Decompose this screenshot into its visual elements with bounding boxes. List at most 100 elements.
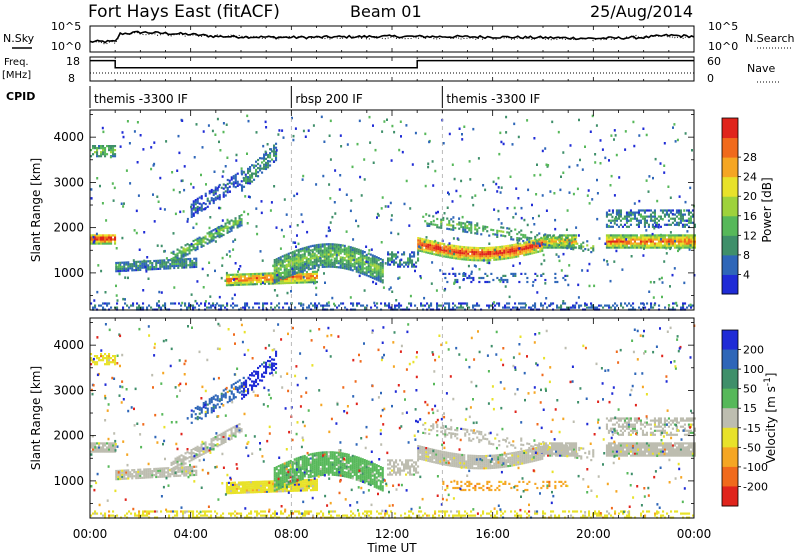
heatmap-cell: [90, 155, 93, 158]
heatmap-cell: [230, 429, 233, 432]
heatmap-cell: [216, 395, 219, 398]
heatmap-cell: [227, 492, 230, 495]
heatmap-cell: [411, 261, 413, 265]
heatmap-cell: [551, 242, 554, 245]
heatmap-cell: [328, 134, 331, 137]
heatmap-cell: [226, 189, 229, 192]
heatmap-cell: [186, 451, 189, 454]
heatmap-cell: [212, 239, 215, 242]
heatmap-cell: [511, 250, 514, 253]
heatmap-cell: [689, 244, 692, 247]
heatmap-cell: [194, 454, 197, 458]
heatmap-cell: [605, 246, 608, 249]
heatmap-cell: [253, 489, 256, 492]
heatmap-cell: [345, 261, 348, 264]
heatmap-cell: [671, 209, 674, 212]
heatmap-cell: [92, 236, 95, 239]
heatmap-cell: [347, 249, 350, 252]
heatmap-cell: [263, 274, 266, 277]
heatmap-cell: [493, 254, 496, 257]
heatmap-cell: [133, 265, 136, 268]
heatmap-cell: [428, 140, 431, 144]
heatmap-cell: [261, 480, 264, 483]
heatmap-cell: [419, 239, 422, 242]
nsearch-tick-bottom: 10^0: [708, 40, 738, 53]
heatmap-cell: [285, 265, 288, 268]
heatmap-cell: [487, 246, 490, 249]
heatmap-cell: [531, 246, 534, 249]
heatmap-cell: [615, 236, 618, 239]
heatmap-cell: [195, 123, 198, 126]
heatmap-cell: [594, 153, 597, 156]
heatmap-cell: [295, 263, 298, 266]
heatmap-cell: [149, 474, 152, 477]
heatmap-cell: [584, 145, 586, 148]
heatmap-cell: [665, 240, 668, 243]
heatmap-cell: [625, 215, 628, 218]
heatmap-cell: [478, 280, 481, 284]
heatmap-cell: [509, 244, 512, 247]
heatmap-cell: [98, 357, 101, 360]
heatmap-cell: [653, 281, 656, 284]
heatmap-cell: [445, 249, 448, 252]
heatmap-cell: [539, 173, 542, 177]
heatmap-cell: [190, 211, 193, 214]
heatmap-cell: [505, 245, 508, 248]
heatmap-cell: [303, 261, 306, 264]
nave-label: Nave: [747, 62, 775, 75]
heatmap-cell: [247, 481, 250, 484]
heatmap-cell: [190, 413, 193, 416]
heatmap-cell: [220, 443, 223, 446]
heatmap-cell: [629, 223, 632, 226]
heatmap-cell: [108, 147, 111, 150]
heatmap-cell: [375, 264, 378, 267]
heatmap-cell: [560, 269, 563, 272]
heatmap-cell: [142, 148, 145, 151]
heatmap-cell: [96, 450, 99, 453]
heatmap-cell: [245, 379, 248, 382]
heatmap-cell: [235, 283, 238, 286]
heatmap-cell: [493, 256, 496, 259]
heatmap-cell: [291, 267, 294, 270]
heatmap-cell: [174, 257, 177, 260]
heatmap-cell: [155, 267, 158, 271]
heatmap-cell: [92, 145, 95, 148]
heatmap-cell: [511, 246, 514, 249]
heatmap-cell: [365, 272, 368, 275]
heatmap-cell: [573, 234, 576, 237]
heatmap-cell: [590, 304, 593, 307]
heatmap-cell: [176, 252, 179, 255]
heatmap-cell: [417, 257, 420, 260]
heatmap-cell: [277, 261, 280, 264]
heatmap-cell: [189, 260, 192, 263]
heatmap-cell: [160, 244, 163, 248]
heatmap-cell: [538, 232, 541, 235]
heatmap-cell: [691, 242, 694, 245]
heatmap-cell: [206, 274, 209, 277]
heatmap-cell: [637, 213, 640, 216]
heatmap-cell: [463, 125, 466, 128]
heatmap-cell: [90, 240, 93, 243]
heatmap-cell: [338, 188, 341, 191]
heatmap-cell: [304, 262, 307, 266]
heatmap-cell: [462, 222, 465, 225]
heatmap-cell: [369, 253, 372, 256]
heatmap-cell: [233, 489, 236, 492]
heatmap-cell: [345, 251, 348, 254]
heatmap-cell: [649, 242, 652, 245]
heatmap-cell: [547, 244, 550, 247]
heatmap-cell: [249, 279, 252, 282]
heatmap-cell: [220, 306, 223, 309]
heatmap-cell: [281, 282, 284, 285]
heatmap-cell: [92, 238, 95, 241]
heatmap-cell: [440, 218, 443, 221]
heatmap-cell: [425, 213, 428, 216]
heatmap-cell: [423, 296, 426, 300]
heatmap-cell: [658, 277, 661, 281]
heatmap-cell: [299, 270, 302, 273]
heatmap-cell: [578, 306, 581, 309]
heatmap-cell: [475, 246, 478, 250]
heatmap-cell: [571, 244, 574, 247]
heatmap-cell: [192, 304, 195, 307]
